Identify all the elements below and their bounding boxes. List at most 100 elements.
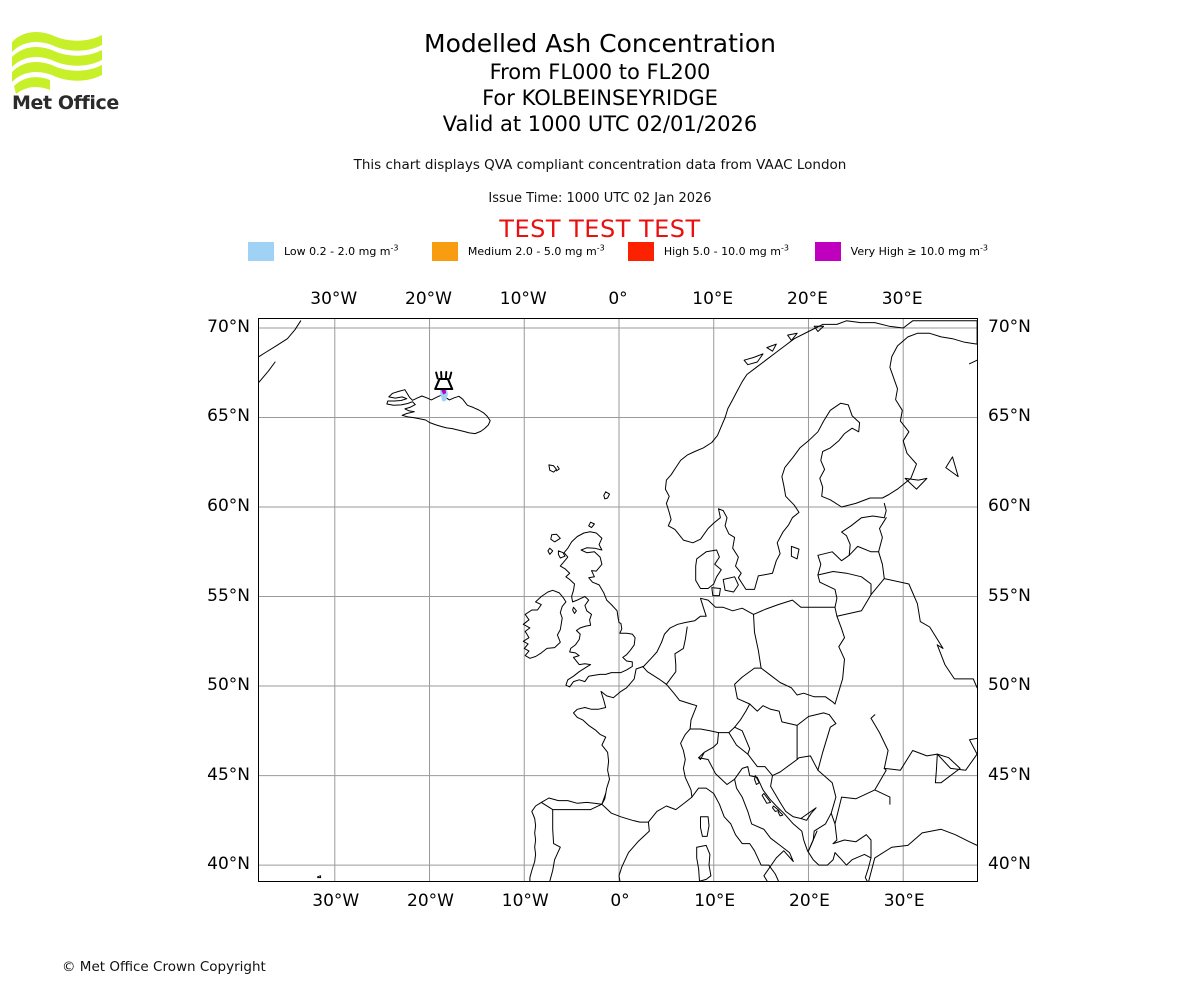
lon-tick-bottom-2: 10°W bbox=[501, 891, 549, 911]
test-banner: TEST TEST TEST bbox=[499, 215, 701, 243]
coastline-path bbox=[834, 789, 891, 825]
lon-tick-top-6: 30°E bbox=[881, 289, 923, 309]
coastline-path bbox=[603, 491, 610, 500]
coastline-path bbox=[813, 325, 825, 332]
coastline-path bbox=[753, 613, 762, 669]
copyright-footer: © Met Office Crown Copyright bbox=[62, 959, 266, 975]
coastline-path bbox=[317, 875, 322, 879]
lat-tick-left-3: 55°N bbox=[207, 585, 250, 606]
coastline-path bbox=[601, 793, 607, 805]
coastline-path bbox=[557, 550, 566, 559]
lat-tick-right-2: 60°N bbox=[988, 496, 1031, 516]
coastline-path bbox=[550, 533, 561, 543]
lat-tick-left-0: 70°N bbox=[207, 316, 250, 337]
coastline-path bbox=[883, 578, 944, 649]
lon-tick-top-3: 0° bbox=[608, 289, 628, 309]
lon-tick-bottom-4: 10°E bbox=[694, 891, 736, 911]
flight-level-range: From FL000 to FL200 bbox=[489, 60, 711, 84]
lat-tick-left-4: 50°N bbox=[207, 675, 250, 696]
coastline-path bbox=[796, 714, 837, 771]
coastline-path bbox=[734, 667, 762, 705]
lon-tick-top-1: 20°W bbox=[405, 289, 452, 309]
map-gridlines bbox=[259, 319, 977, 881]
legend-item-medium: Medium 2.0 - 5.0 mg m-3 bbox=[431, 241, 605, 261]
issue-time: Issue Time: 1000 UTC 02 Jan 2026 bbox=[488, 191, 712, 206]
legend-label-medium: Medium 2.0 - 5.0 mg m-3 bbox=[467, 242, 605, 258]
coastline-path bbox=[689, 726, 751, 755]
lat-tick-right-0: 70°N bbox=[988, 316, 1031, 337]
coastline-path bbox=[936, 644, 977, 689]
lat-tick-right-6: 40°N bbox=[988, 854, 1031, 875]
coastline-path bbox=[529, 641, 663, 881]
met-office-logo: Met Office bbox=[10, 26, 120, 114]
lon-tick-bottom-5: 20°E bbox=[789, 891, 830, 911]
coastline-path bbox=[540, 801, 603, 811]
legend-label-high: High 5.0 - 10.0 mg m-3 bbox=[663, 242, 789, 258]
legend-item-very-high: Very High ≥ 10.0 mg m-3 bbox=[814, 241, 988, 261]
lat-tick-left-5: 45°N bbox=[207, 764, 250, 785]
coastline-path bbox=[665, 626, 688, 685]
coastline-path bbox=[934, 753, 961, 784]
coastline-path bbox=[808, 830, 818, 852]
concentration-legend: Low 0.2 - 2.0 mg m-3 Medium 2.0 - 5.0 mg… bbox=[248, 241, 988, 261]
coastline-path bbox=[259, 361, 276, 383]
coastline-path bbox=[766, 343, 777, 352]
coastline-path bbox=[728, 732, 749, 755]
lon-tick-top-4: 10°E bbox=[692, 289, 734, 309]
lon-tick-bottom-3: 0° bbox=[610, 891, 630, 911]
legend-label-low: Low 0.2 - 2.0 mg m-3 bbox=[284, 242, 399, 258]
coastline-path bbox=[700, 816, 710, 837]
coastline-path bbox=[777, 810, 784, 817]
coastline-path bbox=[883, 750, 977, 771]
chart-note: This chart displays QVA compliant concen… bbox=[353, 157, 847, 173]
volcano-name-line: For KOLBEINSEYRIDGE bbox=[482, 86, 718, 110]
coastline-path bbox=[800, 807, 817, 821]
coastline-path bbox=[549, 809, 561, 881]
lat-tick-right-5: 45°N bbox=[988, 764, 1031, 785]
map-canvas bbox=[259, 319, 977, 881]
volcano-symbol bbox=[434, 370, 454, 391]
coastline-path bbox=[790, 545, 800, 560]
coastline-path bbox=[695, 549, 722, 589]
coastline-path bbox=[588, 521, 595, 529]
coastline-path bbox=[661, 502, 887, 643]
legend-label-very-high: Very High ≥ 10.0 mg m-3 bbox=[850, 242, 988, 258]
coastline-path bbox=[787, 332, 798, 341]
coastline-path bbox=[817, 769, 838, 845]
lat-tick-left-1: 65°N bbox=[207, 406, 250, 427]
coastline-path bbox=[618, 766, 872, 881]
coastline-path bbox=[698, 757, 736, 785]
coastline-path bbox=[836, 551, 885, 617]
lat-tick-right-1: 65°N bbox=[988, 406, 1031, 427]
lon-tick-bottom-6: 30°E bbox=[883, 891, 925, 911]
title-block: Modelled Ash Concentration From FL000 to… bbox=[0, 28, 1200, 137]
coastline-path bbox=[664, 320, 977, 590]
lat-tick-left-6: 40°N bbox=[207, 854, 250, 875]
lon-tick-top-2: 10°W bbox=[499, 289, 547, 309]
lon-tick-bottom-1: 20°W bbox=[407, 891, 454, 911]
coastline-path bbox=[601, 803, 649, 823]
coastline-path bbox=[743, 353, 764, 366]
legend-swatch-high bbox=[627, 241, 654, 261]
coastline-path bbox=[696, 844, 712, 881]
coastline-path bbox=[760, 667, 836, 705]
coastline-path bbox=[848, 545, 880, 556]
coastline-path bbox=[522, 589, 567, 659]
coastline-path bbox=[817, 571, 872, 596]
legend-item-low: Low 0.2 - 2.0 mg m-3 bbox=[248, 241, 399, 261]
coastline-path bbox=[870, 714, 889, 769]
page-title: Modelled Ash Concentration bbox=[424, 29, 776, 58]
coastline-path bbox=[834, 606, 845, 705]
lon-tick-top-0: 30°W bbox=[310, 289, 358, 309]
coastline-path bbox=[711, 587, 721, 597]
coastline-path bbox=[770, 775, 802, 819]
valid-time-line: Valid at 1000 UTC 02/01/2026 bbox=[442, 112, 758, 136]
volcano-marker bbox=[434, 370, 454, 391]
map-coastlines bbox=[259, 320, 977, 881]
coastline-path bbox=[259, 320, 302, 358]
coastline-path bbox=[808, 812, 832, 852]
coastline-path bbox=[547, 547, 554, 555]
coastline-path bbox=[969, 737, 977, 755]
coastline-path bbox=[754, 775, 760, 785]
coastline-path bbox=[878, 517, 887, 553]
